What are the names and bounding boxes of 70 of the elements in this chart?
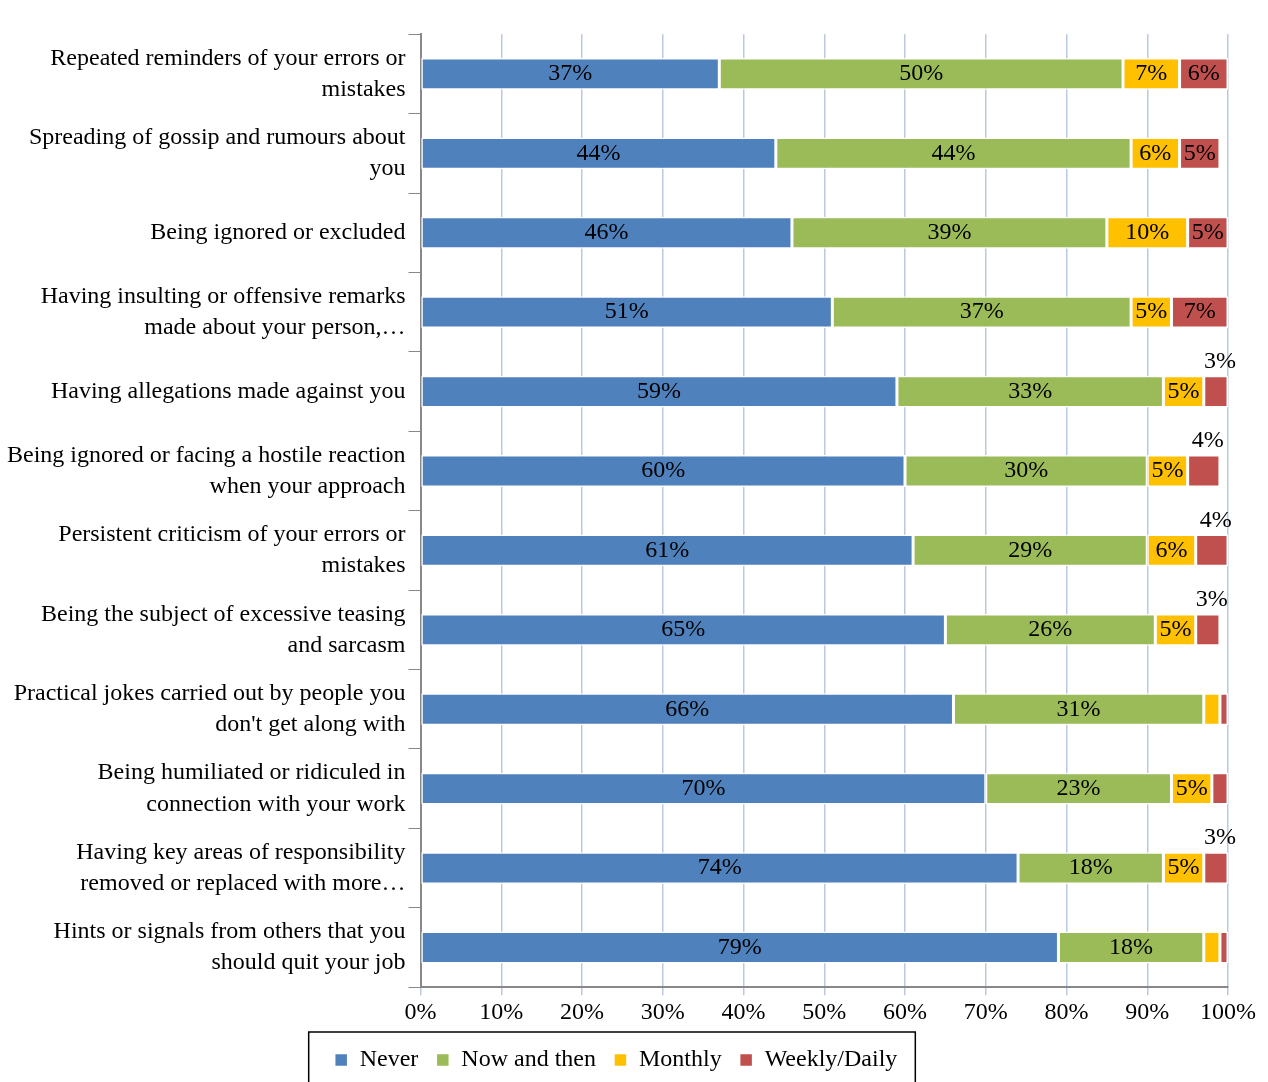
y-tick-label: Having key areas of responsibility removed or replaced with more… <box>76 837 406 895</box>
data-label: 5% <box>1167 376 1200 403</box>
data-label: 5% <box>1183 138 1216 165</box>
data-label: 5% <box>1191 218 1224 245</box>
y-tick-label: Persistent criticism of your errors or mistakes <box>58 520 406 578</box>
y-tick-label: Being ignored or excluded <box>150 218 406 245</box>
y-tick-label: Spreading of gossip and rumours about you <box>28 123 406 181</box>
x-tick-label: 20% <box>560 997 605 1024</box>
data-label: 50% <box>899 59 944 86</box>
data-label: 74% <box>697 853 742 880</box>
y-tick-label: Having allegations made against you <box>50 376 406 403</box>
data-label: 7% <box>1135 59 1168 86</box>
y-tick-label: Being the subject of excessive teasing and sarcasm <box>40 599 406 657</box>
x-tick-label: 70% <box>963 997 1008 1024</box>
data-label: 5% <box>1135 297 1168 324</box>
data-label: 44% <box>931 138 976 165</box>
x-tick-label: 0% <box>404 997 437 1024</box>
y-tick-label: Practical jokes carried out by people you don't get along with <box>13 678 406 737</box>
data-label: 4% <box>1191 426 1224 453</box>
data-label: 7% <box>1183 297 1216 324</box>
legend-label: Now and then <box>461 1045 596 1072</box>
x-tick-label: 40% <box>721 997 766 1024</box>
data-label: 6% <box>1187 59 1220 86</box>
data-label: 6% <box>1139 138 1172 165</box>
x-tick-label: 30% <box>640 997 685 1024</box>
data-label: 39% <box>927 218 972 245</box>
data-label: 3% <box>1195 585 1228 612</box>
legend-label: Weekly/Daily <box>764 1045 898 1072</box>
data-label: 70% <box>681 773 726 800</box>
data-label: 23% <box>1056 773 1101 800</box>
data-label: 29% <box>1008 535 1053 562</box>
x-tick-label: 100% <box>1200 997 1256 1024</box>
x-tick-label: 60% <box>883 997 928 1024</box>
data-label: 65% <box>661 615 706 642</box>
y-tick-label: Being ignored or facing a hostile reaction when your approach <box>7 440 406 498</box>
data-label: 51% <box>604 297 649 324</box>
data-label: 6% <box>1155 535 1188 562</box>
data-label: 44% <box>576 138 621 165</box>
legend-label: Monthly <box>638 1045 722 1072</box>
data-label: 26% <box>1028 615 1073 642</box>
data-label: 79% <box>717 932 762 959</box>
x-tick-label: 10% <box>479 997 524 1024</box>
data-label: 3% <box>1203 823 1236 850</box>
data-label: 18% <box>1109 932 1154 959</box>
x-tick-label: 90% <box>1125 997 1170 1024</box>
data-label: 10% <box>1125 218 1170 245</box>
data-label: 5% <box>1159 615 1192 642</box>
data-label: 4% <box>1199 505 1232 532</box>
data-label: 33% <box>1008 376 1053 403</box>
x-tick-label: 80% <box>1044 997 1089 1024</box>
data-label: 5% <box>1151 456 1184 483</box>
x-tick-label: 50% <box>802 997 847 1024</box>
y-tick-label: Having insulting or offensive remarks made about your person,… <box>40 281 406 340</box>
legend-label: Never <box>359 1045 419 1072</box>
data-label: 18% <box>1068 853 1113 880</box>
data-label: 61% <box>645 535 690 562</box>
data-label: 3% <box>1203 346 1236 373</box>
data-label: 5% <box>1175 773 1208 800</box>
y-tick-label: Being humiliated or ridiculed in connection with your work <box>97 758 406 816</box>
data-label: 66% <box>665 694 710 721</box>
data-label: 37% <box>548 59 593 86</box>
y-tick-label: Repeated reminders of your errors or mistakes <box>50 43 406 101</box>
data-label: 5% <box>1167 853 1200 880</box>
data-label: 46% <box>584 218 629 245</box>
data-label: 31% <box>1056 694 1101 721</box>
data-label: 30% <box>1004 456 1049 483</box>
data-label: 37% <box>959 297 1004 324</box>
data-label: 59% <box>637 376 682 403</box>
data-label: 60% <box>641 456 686 483</box>
y-tick-label: Hints or signals from others that you should quit your job <box>53 917 406 975</box>
